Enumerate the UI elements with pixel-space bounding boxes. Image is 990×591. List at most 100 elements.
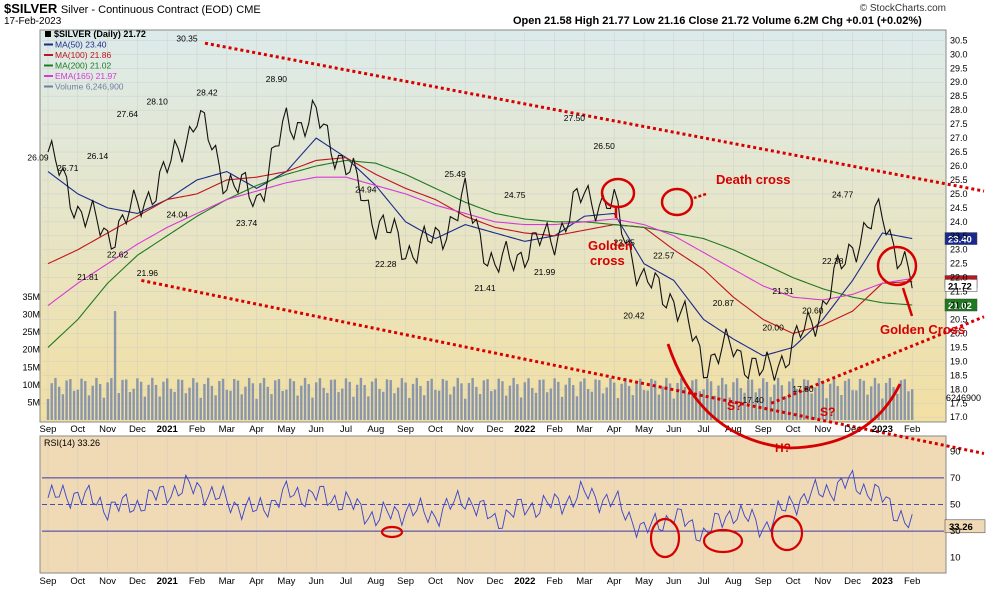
x-tick-label: Feb	[189, 576, 205, 587]
volume-bar	[307, 384, 310, 420]
volume-bar	[743, 392, 746, 420]
volume-bar	[613, 382, 616, 420]
x-tick-label: Mar	[219, 576, 235, 587]
chart-title: $SILVER Silver - Continuous Contract (EO…	[4, 1, 261, 16]
volume-bar	[437, 390, 441, 420]
volume-bar	[69, 379, 72, 420]
price-point-label: 17.80	[792, 384, 814, 394]
ema165-line	[47, 176, 913, 306]
volume-bar	[166, 378, 169, 420]
volume-bar	[627, 386, 631, 420]
volume-bar	[594, 379, 597, 420]
price-point-label: 20.60	[802, 306, 824, 316]
x-tick-label: Oct	[70, 424, 85, 435]
volume-bar	[538, 379, 541, 420]
volume-bar	[162, 381, 165, 420]
volume-bar	[583, 378, 586, 420]
volume-bar	[359, 377, 363, 420]
volume-bar	[158, 396, 161, 420]
volume-bar	[631, 395, 635, 420]
volume-bar	[553, 378, 556, 420]
volume-bar	[72, 390, 76, 420]
legend-entry: MA(200) 21.02	[55, 61, 111, 71]
volume-bar	[504, 395, 508, 420]
x-tick-label: Nov	[99, 424, 116, 435]
x-tick-label: Nov	[99, 576, 116, 587]
price-tick-label: 26.5	[950, 147, 968, 157]
volume-bar	[229, 390, 232, 420]
volume-bar	[337, 392, 340, 420]
volume-bar	[50, 383, 53, 420]
x-tick-label: Dec	[129, 424, 146, 435]
volume-bar	[676, 382, 679, 420]
volume-tick-label: 25M	[22, 327, 40, 337]
x-tick-label: Mar	[576, 424, 592, 435]
volume-bar	[475, 386, 478, 420]
rsi-series: 33.26	[42, 469, 986, 542]
volume-bar	[586, 388, 590, 420]
value-tag-text: 23.40	[948, 235, 972, 246]
volume-bar	[624, 377, 627, 420]
price-tick-label: 27.5	[950, 119, 968, 129]
volume-bar	[76, 389, 79, 420]
x-tick-label: Oct	[70, 576, 85, 587]
legend-entry: EMA(165) 21.97	[55, 71, 117, 81]
price-point-label: 21.99	[534, 267, 556, 277]
volume-bar	[862, 380, 865, 420]
volume-bar	[870, 386, 873, 420]
volume-bar	[214, 395, 217, 420]
volume-bar	[445, 380, 448, 420]
x-tick-label: 2021	[157, 424, 179, 435]
volume-bar	[300, 385, 303, 420]
volume-bar	[139, 381, 143, 420]
volume-bar	[564, 384, 567, 420]
volume-bar	[814, 387, 817, 420]
volume-bar	[411, 383, 415, 420]
head-label: H?	[775, 441, 791, 455]
volume-bar	[199, 397, 202, 420]
x-tick-label: Dec	[487, 576, 504, 587]
x-tick-label: Dec	[844, 424, 861, 435]
volume-bar	[255, 398, 258, 420]
volume-bar	[687, 393, 690, 420]
volume-bar	[642, 390, 646, 420]
price-point-label: 22.57	[653, 251, 675, 261]
price-point-label: 22.38	[822, 256, 844, 266]
x-tick-label: Apr	[607, 576, 622, 587]
volume-bar	[683, 386, 687, 420]
price-point-label: 24.77	[832, 189, 854, 199]
x-tick-label: 2023	[872, 424, 893, 435]
volume-bar	[277, 379, 281, 420]
volume-bar	[843, 380, 847, 420]
volume-bar	[236, 380, 240, 420]
volume-bar	[665, 377, 668, 420]
rsi-oversold-circle	[770, 514, 804, 552]
volume-bar	[188, 387, 191, 420]
volume-bar	[244, 386, 247, 420]
x-tick-label: Jun	[309, 576, 324, 587]
volume-bar	[370, 381, 374, 420]
volume-current-label: 6246900	[946, 393, 981, 403]
x-tick-label: Mar	[576, 576, 592, 587]
rsi-oversold-circle	[702, 528, 744, 554]
golden-cross-circle	[600, 177, 636, 209]
volume-bar	[609, 378, 612, 420]
volume-bar	[799, 391, 802, 420]
volume-bar	[177, 379, 180, 420]
rsi-tick-label: 90	[950, 446, 961, 457]
x-tick-label: Aug	[725, 424, 742, 435]
x-tick-label: Sep	[755, 576, 772, 587]
volume-bar	[754, 392, 757, 420]
x-tick-label: Oct	[428, 576, 443, 587]
volume-bar	[907, 391, 910, 420]
volume-tick-label: 30M	[22, 310, 40, 320]
x-tick-label: Oct	[428, 424, 443, 435]
volume-bar	[344, 378, 348, 420]
volume-bar	[240, 394, 243, 420]
rsi-value-text: 33.26	[949, 522, 973, 533]
price-tick-label: 24.5	[950, 203, 968, 213]
x-tick-label: Oct	[786, 424, 801, 435]
head-shoulders-arc	[666, 343, 902, 450]
x-tick-label: Jun	[666, 424, 681, 435]
price-tick-label: 19.5	[950, 342, 968, 352]
